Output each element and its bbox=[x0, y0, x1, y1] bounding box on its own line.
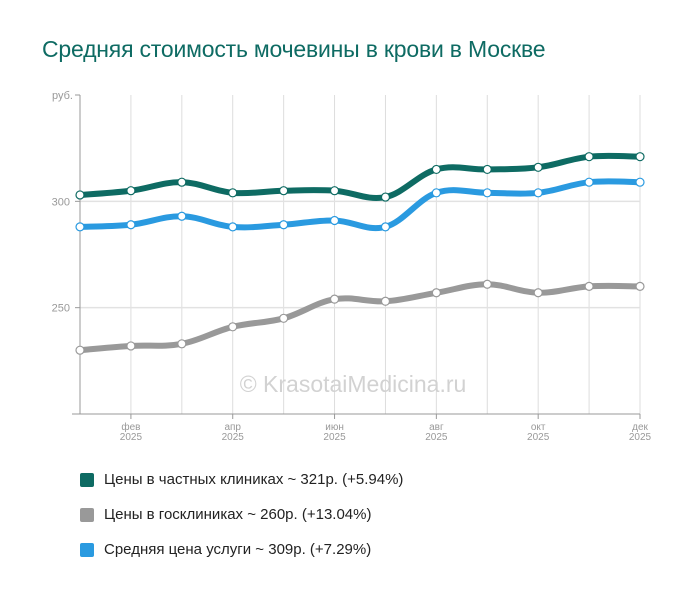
watermark: © KrasotaiMedicina.ru bbox=[240, 371, 467, 397]
data-point-average bbox=[635, 177, 645, 187]
data-point-private bbox=[635, 152, 645, 162]
legend: Цены в частных клиниках ~ 321р. (+5.94%)… bbox=[80, 462, 403, 567]
legend-label-private: Цены в частных клиниках ~ 321р. (+5.94%) bbox=[104, 471, 404, 488]
x-tick-label-month: авг bbox=[429, 422, 444, 433]
data-point-public bbox=[228, 322, 238, 332]
data-point-average bbox=[533, 188, 543, 198]
legend-swatch-public bbox=[80, 507, 94, 522]
legend-item-public[interactable]: Цены в госклиниках ~ 260р. (+13.04%) bbox=[80, 497, 403, 532]
data-point-public bbox=[533, 288, 543, 298]
data-point-private bbox=[584, 152, 594, 162]
legend-label-average: Средняя цена услуги ~ 309р. (+7.29%) bbox=[104, 541, 372, 558]
data-point-average bbox=[177, 211, 187, 221]
series-line-public bbox=[77, 281, 643, 354]
series-line-average bbox=[77, 178, 643, 232]
x-tick-label-month: дек bbox=[632, 422, 648, 433]
x-tick-label-year: 2025 bbox=[425, 432, 448, 443]
x-tick-label-year: 2025 bbox=[629, 432, 652, 443]
data-point-average bbox=[75, 222, 85, 232]
data-point-average bbox=[584, 177, 594, 187]
data-point-public bbox=[635, 281, 645, 291]
axes: 300250руб.фев2025апр2025июн2025авг2025ок… bbox=[52, 90, 652, 443]
data-point-private bbox=[431, 164, 441, 175]
data-point-public bbox=[380, 296, 391, 306]
legend-label-public: Цены в госклиниках ~ 260р. (+13.04%) bbox=[104, 506, 372, 523]
data-point-private bbox=[482, 164, 492, 175]
x-tick-label-year: 2025 bbox=[527, 432, 550, 443]
legend-item-average[interactable]: Средняя цена услуги ~ 309р. (+7.29%) bbox=[80, 532, 403, 567]
series-group bbox=[75, 152, 645, 355]
data-point-average bbox=[228, 222, 238, 232]
legend-swatch-average bbox=[80, 542, 94, 557]
data-point-public bbox=[75, 345, 85, 355]
data-point-average bbox=[329, 215, 340, 226]
x-tick-label-month: апр bbox=[224, 422, 241, 433]
data-point-private bbox=[533, 162, 543, 172]
data-point-private bbox=[177, 177, 187, 187]
data-point-public bbox=[329, 294, 340, 304]
grid bbox=[80, 95, 641, 414]
y-tick-label: 300 bbox=[52, 196, 70, 208]
data-point-average bbox=[126, 220, 136, 230]
x-tick-label-month: окт bbox=[531, 422, 546, 433]
data-point-average bbox=[431, 188, 441, 198]
data-point-average bbox=[279, 220, 289, 230]
legend-item-private[interactable]: Цены в частных клиниках ~ 321р. (+5.94%) bbox=[80, 462, 403, 497]
x-tick-label-year: 2025 bbox=[323, 432, 346, 443]
x-tick-label-month: июн bbox=[325, 422, 344, 433]
data-point-private bbox=[380, 192, 391, 202]
data-point-public bbox=[584, 281, 594, 291]
data-point-public bbox=[431, 288, 441, 298]
data-point-public bbox=[126, 341, 136, 351]
data-point-public bbox=[279, 313, 289, 323]
data-point-public bbox=[177, 339, 187, 349]
data-point-private bbox=[228, 188, 238, 198]
data-point-private bbox=[329, 186, 340, 196]
chart-title: Средняя стоимость мочевины в крови в Мос… bbox=[42, 36, 546, 62]
line-chart: © KrasotaiMedicina.ru 300250руб.фев2025а… bbox=[52, 90, 652, 443]
x-tick-label-year: 2025 bbox=[120, 432, 143, 443]
data-point-average bbox=[380, 222, 391, 232]
x-tick-label-year: 2025 bbox=[222, 432, 245, 443]
data-point-average bbox=[482, 188, 492, 198]
data-point-private bbox=[126, 186, 136, 196]
x-tick-label-month: фев bbox=[121, 421, 140, 433]
legend-swatch-private bbox=[80, 472, 94, 487]
data-point-public bbox=[482, 279, 492, 289]
y-tick-label: 250 bbox=[52, 303, 70, 315]
data-point-private bbox=[75, 190, 85, 200]
y-axis-label: руб. bbox=[52, 90, 73, 102]
data-point-private bbox=[279, 186, 289, 196]
